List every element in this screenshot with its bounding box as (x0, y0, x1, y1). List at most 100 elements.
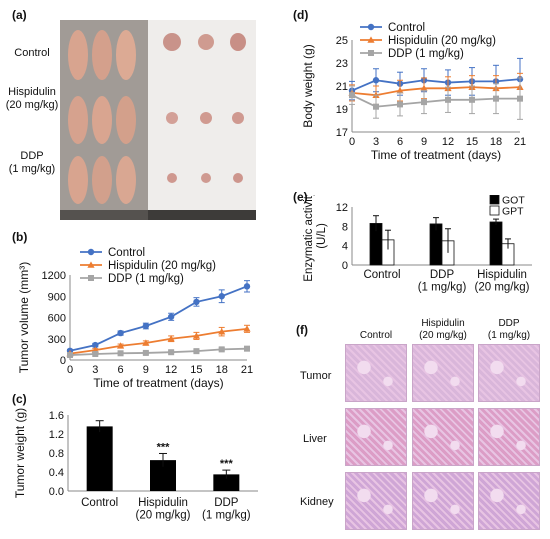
data-point (469, 96, 475, 103)
x-axis-label: Time of treatment (days) (371, 148, 501, 162)
data-point (243, 325, 251, 332)
panel-d-label: (d) (293, 8, 309, 22)
enzymatic-activity-chart: 0 4 8 12 Enzymatic activity (U/L) Control DDP(1… (303, 195, 532, 294)
x-tick-label: 21 (514, 136, 526, 148)
data-point (67, 352, 73, 359)
legend-marker (87, 248, 95, 256)
category-label-2-line-1: (20 mg/kg) (475, 282, 530, 294)
data-point (243, 283, 251, 290)
legend-entry: GPT (502, 206, 524, 218)
x-tick-label: 21 (241, 364, 253, 376)
histo-row-tumor: Tumor (300, 370, 332, 382)
y-tick-label: 12 (336, 202, 348, 214)
legend-swatch (489, 205, 500, 216)
y-tick-label: 0.8 (49, 448, 64, 460)
data-point (142, 339, 150, 346)
data-point (92, 341, 99, 349)
panel-e-label: (e) (293, 190, 308, 204)
y-tick-label: 0 (342, 260, 348, 272)
histology-tile-liver-2 (478, 408, 540, 466)
y-tick-label: 4 (342, 241, 348, 253)
histology-tile-kidney-2 (478, 472, 540, 530)
panel-c-label: (c) (12, 392, 27, 406)
data-point (493, 95, 499, 102)
series-line-2 (351, 94, 520, 108)
x-tick-label: 6 (118, 364, 124, 376)
legend-entry: Hispidulin (20 mg/kg) (388, 35, 496, 47)
y-tick-label: 25 (336, 35, 348, 47)
data-point (373, 103, 379, 110)
category-label-0-line-0: Control (363, 269, 400, 281)
legend-marker (367, 23, 375, 31)
y-tick-label: 0 (60, 355, 66, 367)
tumors-control (163, 33, 246, 51)
bar (86, 426, 113, 491)
y-tick-label: 8 (342, 221, 348, 233)
x-tick-label: 0 (67, 364, 73, 376)
mouse-group-hispidulin (68, 96, 136, 144)
x-tick-label: 3 (92, 364, 98, 376)
x-tick-label: 3 (373, 136, 379, 148)
y-tick-label: 21 (336, 81, 348, 93)
data-point (168, 349, 175, 356)
histology-tile-tumor-1 (412, 344, 474, 402)
legend-entry: DDP (1 mg/kg) (108, 273, 184, 285)
histology-tile-tumor-2 (478, 344, 540, 402)
y-tick-label: 600 (48, 313, 66, 325)
data-point (167, 313, 175, 320)
histo-col-hispidulin: Hispidulin (20 mg/kg) (419, 318, 467, 341)
series-line-0 (351, 78, 521, 92)
bar (213, 474, 240, 491)
data-point (218, 293, 225, 300)
data-point (218, 346, 225, 353)
mouse-group-control (68, 30, 136, 80)
panel-b-label: (b) (12, 230, 28, 244)
legend-marker (88, 275, 94, 281)
legend-marker (367, 36, 375, 43)
category-label-2-line-1: (1 mg/kg) (202, 510, 251, 522)
y-axis-label: Tumor volume (mm³) (17, 262, 31, 374)
y-tick-label: 23 (336, 58, 348, 70)
legend-entry: Control (108, 247, 145, 259)
histology-tile-liver-0 (345, 408, 407, 466)
data-point (396, 87, 404, 94)
data-point (116, 342, 125, 349)
x-tick-label: 9 (143, 364, 149, 376)
y-tick-label: 19 (336, 104, 348, 116)
y-tick-label: 17 (336, 127, 348, 139)
x-tick-label: 12 (442, 136, 454, 148)
y-axis-label: Tumor weight (g) (13, 408, 27, 498)
category-label-1-line-0: DDP (430, 269, 455, 281)
data-point (193, 348, 200, 355)
category-label-0-line-0: Control (81, 497, 118, 509)
significance-marker: *** (220, 458, 234, 470)
data-point (117, 329, 124, 337)
data-point (193, 298, 200, 306)
legend-entry: Control (388, 22, 425, 34)
data-point (167, 335, 175, 342)
y-tick-label: 300 (48, 334, 66, 346)
y-tick-label: 0.4 (49, 467, 64, 479)
x-axis-label: Time of treatment (days) (93, 376, 223, 390)
tumors-hispidulin (166, 112, 244, 124)
data-point (445, 96, 451, 103)
x-tick-label: 15 (190, 364, 202, 376)
tumors-ddp (167, 173, 243, 183)
category-label-1-line-1: (20 mg/kg) (136, 510, 191, 522)
data-point (92, 350, 99, 357)
y-tick-label: 0.0 (49, 486, 64, 498)
category-label-2-line-0: Hispidulin (477, 269, 527, 281)
mouse-group-ddp (68, 156, 136, 204)
data-point (117, 350, 124, 357)
legend-marker (87, 261, 95, 268)
y-axis-label: Body weight (g) (301, 44, 315, 127)
mice-photo (60, 20, 148, 220)
x-tick-label: 9 (421, 136, 427, 148)
series-line-2 (69, 347, 248, 356)
legend-entry: Hispidulin (20 mg/kg) (108, 260, 216, 272)
panel-a-row-control: Control (14, 47, 50, 59)
data-point (142, 322, 150, 330)
y-axis-label-line-1: (U/L) (316, 223, 328, 249)
bar-got (489, 221, 503, 266)
data-point (397, 101, 403, 108)
